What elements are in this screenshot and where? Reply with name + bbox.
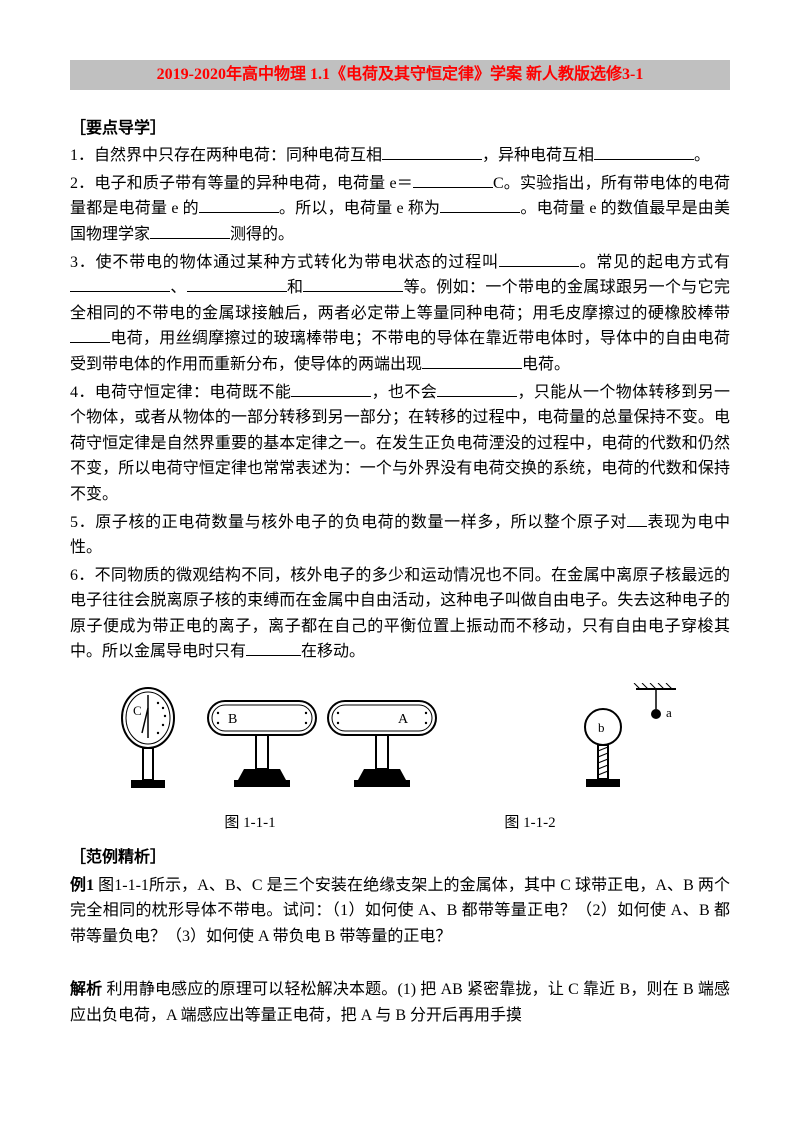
blank (627, 511, 647, 527)
para-5: 5．原子核的正电荷数量与核外电子的负电荷的数量一样多，所以整个原子对表现为电中性… (70, 510, 730, 561)
blank (70, 327, 110, 343)
blank (70, 276, 170, 292)
document-title: 2019-2020年高中物理 1.1《电荷及其守恒定律》学案 新人教版选修3-1 (70, 60, 730, 90)
blank (150, 223, 230, 239)
blank (291, 381, 371, 397)
para-2: 2．电子和质子带有等量的异种电荷，电荷量 e＝C。实验指出，所有带电体的电荷量都… (70, 171, 730, 248)
figure-1-1-2: a b (558, 683, 688, 803)
blank (187, 276, 287, 292)
fig2-caption: 图 1-1-2 (504, 811, 555, 835)
figure-1-1-1: C B A (113, 683, 473, 803)
blank (382, 144, 482, 160)
svg-text:C: C (133, 703, 142, 718)
para-6: 6．不同物质的微观结构不同，核外电子的多少和运动情况也不同。在金属中离原子核最远… (70, 563, 730, 665)
blank (413, 172, 493, 188)
blank (594, 144, 694, 160)
figure-captions: 图 1-1-1 图 1-1-2 (70, 811, 730, 835)
text: 和 (287, 279, 304, 296)
example-label: 例1 (70, 877, 94, 894)
text: 2．电子和质子带有等量的异种电荷，电荷量 e＝ (70, 175, 413, 192)
para-1: 1．自然界中只存在两种电荷：同种电荷互相 ，异种电荷互相 。 (70, 143, 730, 169)
blank (422, 353, 522, 369)
analysis: 解析 利用静电感应的原理可以轻松解决本题。(1) 把 AB 紧密靠拢，让 C 靠… (70, 977, 730, 1028)
fig1-caption: 图 1-1-1 (224, 811, 275, 835)
text: 。 (694, 147, 710, 164)
text: ，异种电荷互相 (482, 147, 594, 164)
text: 1．自然界中只存在两种电荷：同种电荷互相 (70, 147, 382, 164)
svg-text:a: a (666, 705, 672, 720)
para-4: 4．电荷守恒定律：电荷既不能 ，也不会，只能从一个物体转移到另一个物体，或者从物体… (70, 380, 730, 508)
text: 电荷，用丝绸摩擦过的玻璃棒带电；不带电的导体在靠近带电体时，导体中的自由电荷受到… (70, 330, 730, 373)
blank (437, 381, 517, 397)
section-head-keypoints: ［要点导学］ (70, 116, 730, 142)
para-3: 3．使不带电的物体通过某种方式转化为带电状态的过程叫。常见的起电方式有、和等。例… (70, 250, 730, 378)
example-1: 例1 图1-1-1所示，A、B、C 是三个安装在绝缘支架上的金属体，其中 C 球… (70, 873, 730, 950)
text: 4．电荷守恒定律：电荷既不能 (70, 384, 291, 401)
analysis-label: 解析 (70, 981, 102, 998)
blank (499, 251, 579, 267)
text: 电荷。 (522, 356, 570, 373)
text: ，也不会 (371, 384, 437, 401)
blank (440, 197, 520, 213)
svg-text:b: b (598, 720, 605, 735)
analysis-body: 利用静电感应的原理可以轻松解决本题。(1) 把 AB 紧密靠拢，让 C 靠近 B… (70, 981, 730, 1024)
text: 。常见的起电方式有 (579, 254, 730, 271)
svg-text:A: A (398, 712, 409, 727)
example-body: 图1-1-1所示，A、B、C 是三个安装在绝缘支架上的金属体，其中 C 球带正电… (70, 877, 730, 945)
text: 3．使不带电的物体通过某种方式转化为带电状态的过程叫 (70, 254, 499, 271)
blank (303, 276, 403, 292)
section-head-examples: ［范例精析］ (70, 845, 730, 871)
text: 、 (170, 279, 187, 296)
figure-row: C B A (70, 683, 730, 803)
text: 6．不同物质的微观结构不同，核外电子的多少和运动情况也不同。在金属中离原子核最远… (70, 567, 730, 661)
blank (199, 197, 279, 213)
blank (246, 640, 301, 656)
text: 测得的。 (230, 226, 294, 243)
svg-text:B: B (228, 712, 237, 727)
text: 5．原子核的正电荷数量与核外电子的负电荷的数量一样多，所以整个原子对 (70, 514, 627, 531)
text: ，只能从一个物体转移到另一个物体，或者从物体的一部分转移到另一部分；在转移的过程… (70, 384, 730, 503)
text: 在移动。 (301, 643, 365, 660)
text: 。所以，电荷量 e 称为 (279, 200, 440, 217)
